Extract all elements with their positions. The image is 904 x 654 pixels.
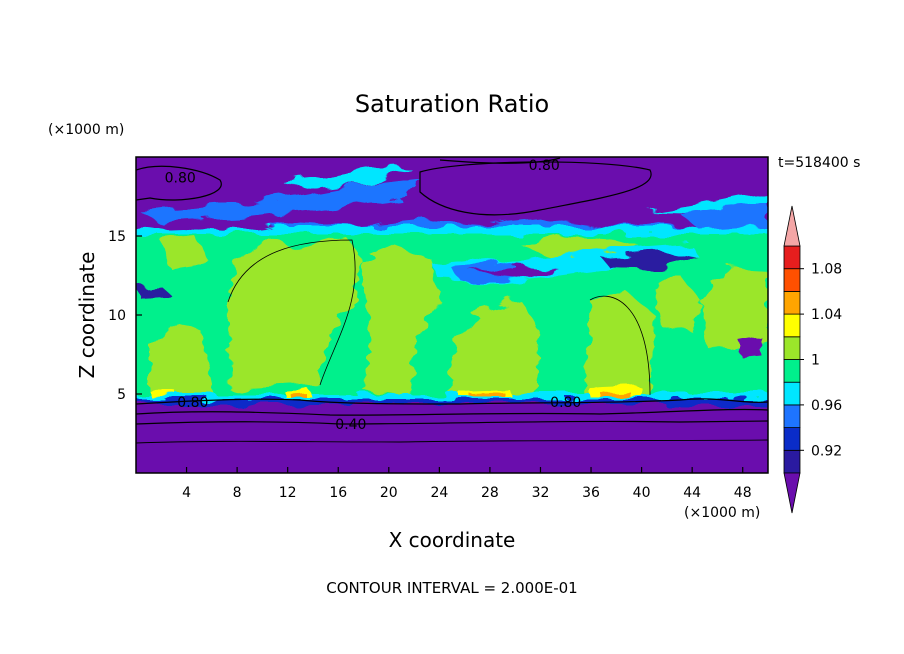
contour-low-1 [136,420,768,425]
contour-top-edge [439,157,561,164]
green-cell-1 [150,320,215,398]
colorbar-band [783,245,801,270]
green-cell-2 [228,236,360,390]
x-tick-label: 44 [683,485,701,501]
contour-label: 0.40 [335,417,366,433]
colorbar-band [783,381,801,406]
green-cell-8 [160,236,210,268]
y-tick-label: 5 [117,387,126,403]
x-tick-label: 16 [329,485,347,501]
x-tick-label: 48 [734,485,752,501]
colorbar-band [783,359,801,383]
contour-mid-1 [136,398,768,405]
x-tick-label: 28 [481,485,499,501]
saturation-field [136,157,768,473]
orange-spot-1 [290,393,306,397]
contour-label: 0.80 [165,171,196,187]
colorbar-label: 1.04 [811,307,842,323]
colorbar-band [783,290,801,315]
x-unit-label: (×1000 m) [684,505,760,521]
green-cell-4 [450,300,540,396]
contour-label: 0.80 [529,158,560,174]
y-axis-title: Z coordinate [75,252,99,379]
blue-patch-4 [738,336,762,358]
colorbar-band [783,336,801,360]
colorbar: 0.92 0.96 1 1.04 1.08 [783,205,842,514]
y-tick-label: 10 [108,308,126,324]
x-tick-label: 24 [430,485,448,501]
x-tick-label: 20 [380,485,398,501]
contour-interval-note: CONTOUR INTERVAL = 2.000E-01 [326,579,577,597]
blue-patch-3 [136,285,172,298]
x-tick-label: 12 [279,485,297,501]
x-tick-label: 40 [633,485,651,501]
y-axis: 5 10 15 [108,229,142,403]
colorbar-label: 1.08 [811,262,842,278]
orange-spot-2 [470,393,505,397]
y-unit-label: (×1000 m) [48,122,124,138]
contour-lines [136,157,768,444]
colorbar-band [783,313,801,338]
yellow-spot-1 [150,390,178,397]
green-cell-9 [655,275,700,330]
y-tick-label: 15 [108,229,126,245]
x-tick-label: 32 [532,485,550,501]
x-axis: 4 8 12 16 20 24 28 32 36 40 44 48 [182,467,752,501]
time-label: t=518400 s [778,155,860,171]
cyan-upper-streak [280,166,410,190]
contour-upper-mid [419,161,652,216]
colorbar-over-triangle [783,205,801,247]
green-cell-7 [700,268,768,350]
x-axis-title: X coordinate [389,528,516,552]
cyan-band-upper [136,226,768,234]
colorbar-label: 0.92 [811,443,842,459]
contour-mid-2 [136,408,768,416]
colorbar-label: 1 [811,353,820,369]
colorbar-under-triangle [783,472,801,514]
colorbar-band [783,404,801,428]
x-tick-label: 4 [182,485,191,501]
colorbar-band [783,268,801,292]
contour-labels: 0.80 0.80 0.80 0.80 0.40 [165,158,582,433]
blue-band-lower [136,399,768,404]
cyan-band-lower [136,394,768,400]
blue-patch-2 [600,252,700,270]
blue-upper-streak-2 [680,204,768,230]
colorbar-band [783,427,801,451]
contour-cell-1 [227,239,356,386]
contour-label: 0.80 [177,395,208,411]
orange-spot-3 [600,391,630,397]
x-tick-label: 36 [582,485,600,501]
dry-lower-layer [136,404,768,473]
x-tick-label: 8 [233,485,242,501]
chart-title: Saturation Ratio [355,90,549,118]
purple-patch-1 [470,266,560,278]
green-cell-3 [360,245,440,395]
green-cell-6 [585,290,655,396]
contour-cell-2 [589,295,651,396]
colorbar-band [783,449,801,474]
contour-label: 0.80 [550,395,581,411]
blue-upper-streak [140,178,420,222]
contour-upper-left [136,165,222,201]
contour-low-2 [136,439,768,444]
colorbar-label: 0.96 [811,398,842,414]
